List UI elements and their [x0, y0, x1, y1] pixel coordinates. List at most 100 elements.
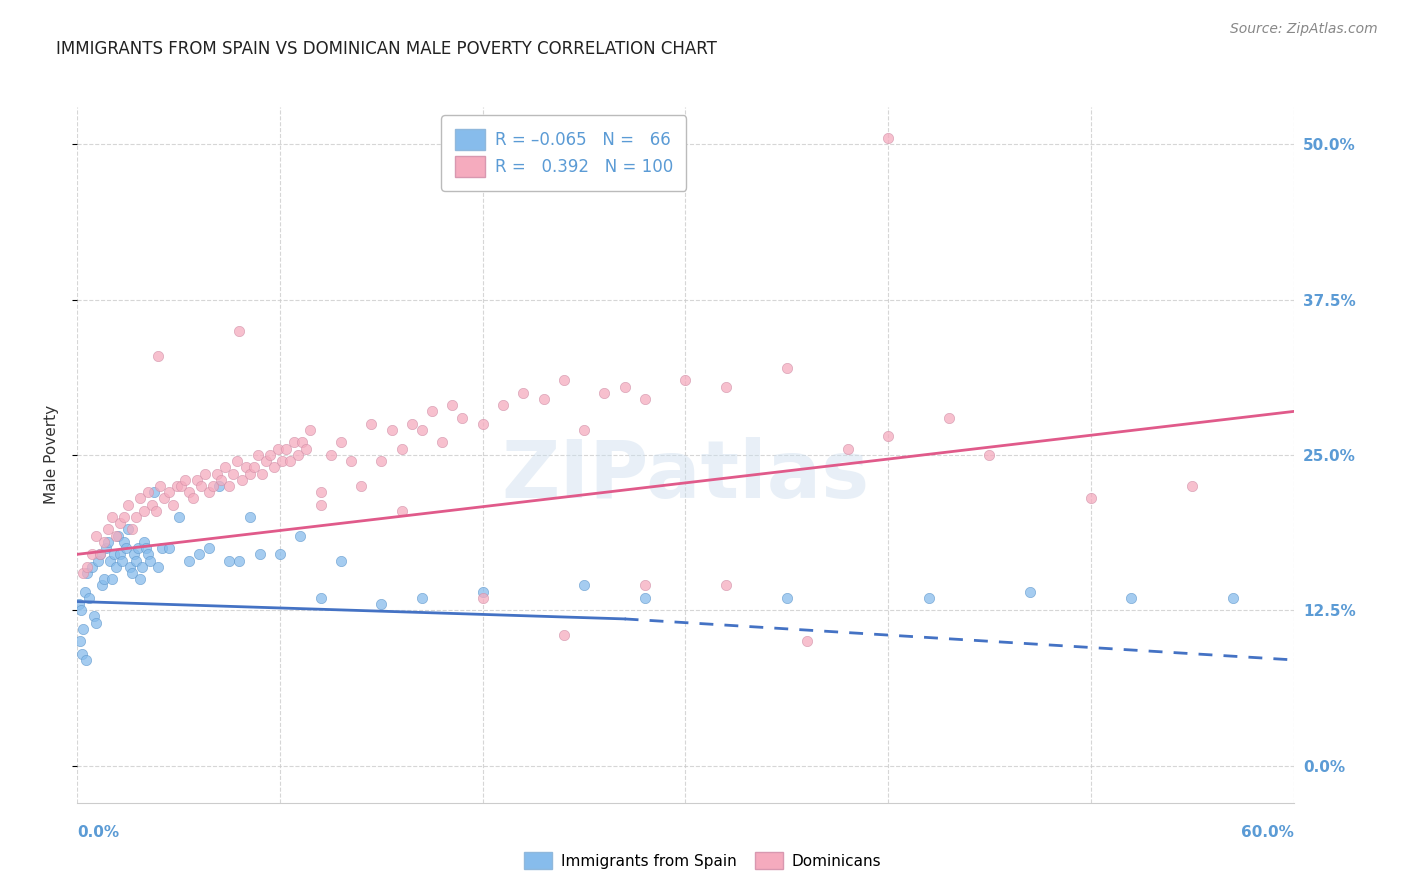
- Point: [401, 417, 423, 431]
- Point: [97, 523, 120, 537]
- Point: [634, 591, 657, 605]
- Point: [938, 410, 960, 425]
- Point: [103, 547, 125, 561]
- Point: [72, 647, 94, 661]
- Point: [291, 435, 314, 450]
- Point: [370, 454, 392, 468]
- Point: [121, 566, 143, 580]
- Point: [1222, 591, 1244, 605]
- Point: [228, 553, 250, 567]
- Point: [271, 454, 294, 468]
- Point: [979, 448, 1001, 462]
- Point: [259, 448, 281, 462]
- Point: [194, 467, 217, 481]
- Point: [104, 559, 127, 574]
- Point: [108, 516, 131, 531]
- Point: [553, 628, 575, 642]
- Point: [1019, 584, 1042, 599]
- Point: [254, 454, 277, 468]
- Point: [157, 541, 180, 555]
- Point: [714, 578, 737, 592]
- Point: [89, 547, 111, 561]
- Point: [121, 523, 143, 537]
- Point: [75, 653, 97, 667]
- Point: [222, 467, 245, 481]
- Point: [267, 442, 290, 456]
- Point: [411, 423, 433, 437]
- Point: [572, 423, 595, 437]
- Point: [139, 553, 162, 567]
- Point: [84, 529, 107, 543]
- Point: [214, 460, 236, 475]
- Point: [153, 491, 176, 506]
- Point: [877, 429, 900, 443]
- Point: [190, 479, 212, 493]
- Point: [72, 622, 94, 636]
- Point: [98, 553, 121, 567]
- Point: [186, 473, 208, 487]
- Point: [350, 479, 373, 493]
- Point: [370, 597, 392, 611]
- Point: [111, 553, 134, 567]
- Point: [198, 541, 221, 555]
- Point: [79, 591, 101, 605]
- Point: [287, 448, 309, 462]
- Text: 60.0%: 60.0%: [1240, 825, 1294, 840]
- Point: [329, 553, 352, 567]
- Text: Source: ZipAtlas.com: Source: ZipAtlas.com: [1230, 22, 1378, 37]
- Point: [309, 498, 332, 512]
- Point: [148, 349, 170, 363]
- Point: [246, 448, 269, 462]
- Point: [198, 485, 221, 500]
- Point: [108, 547, 131, 561]
- Point: [278, 454, 301, 468]
- Point: [167, 510, 190, 524]
- Point: [117, 523, 139, 537]
- Point: [634, 578, 657, 592]
- Point: [143, 485, 166, 500]
- Point: [432, 435, 454, 450]
- Point: [86, 553, 108, 567]
- Point: [776, 591, 799, 605]
- Point: [141, 498, 163, 512]
- Point: [714, 379, 737, 393]
- Point: [380, 423, 402, 437]
- Point: [136, 547, 159, 561]
- Point: [441, 398, 464, 412]
- Point: [1121, 591, 1143, 605]
- Point: [181, 491, 204, 506]
- Point: [249, 547, 271, 561]
- Point: [177, 485, 200, 500]
- Point: [148, 559, 170, 574]
- Point: [319, 448, 342, 462]
- Point: [173, 473, 195, 487]
- Point: [283, 435, 305, 450]
- Point: [1080, 491, 1102, 506]
- Point: [125, 553, 148, 567]
- Point: [309, 485, 332, 500]
- Point: [83, 609, 105, 624]
- Point: [512, 385, 534, 400]
- Point: [837, 442, 859, 456]
- Point: [127, 541, 149, 555]
- Point: [471, 591, 494, 605]
- Point: [101, 510, 124, 524]
- Point: [202, 479, 225, 493]
- Point: [93, 572, 115, 586]
- Point: [118, 559, 141, 574]
- Point: [93, 534, 115, 549]
- Point: [634, 392, 657, 406]
- Point: [129, 572, 152, 586]
- Point: [239, 510, 262, 524]
- Point: [360, 417, 382, 431]
- Point: [299, 423, 322, 437]
- Point: [1181, 479, 1204, 493]
- Point: [135, 541, 157, 555]
- Point: [391, 504, 413, 518]
- Point: [107, 529, 129, 543]
- Point: [122, 547, 145, 561]
- Point: [239, 467, 262, 481]
- Legend: R = –0.065   N =   66, R =   0.392   N = 100: R = –0.065 N = 66, R = 0.392 N = 100: [441, 115, 686, 191]
- Point: [80, 559, 103, 574]
- Point: [675, 373, 697, 387]
